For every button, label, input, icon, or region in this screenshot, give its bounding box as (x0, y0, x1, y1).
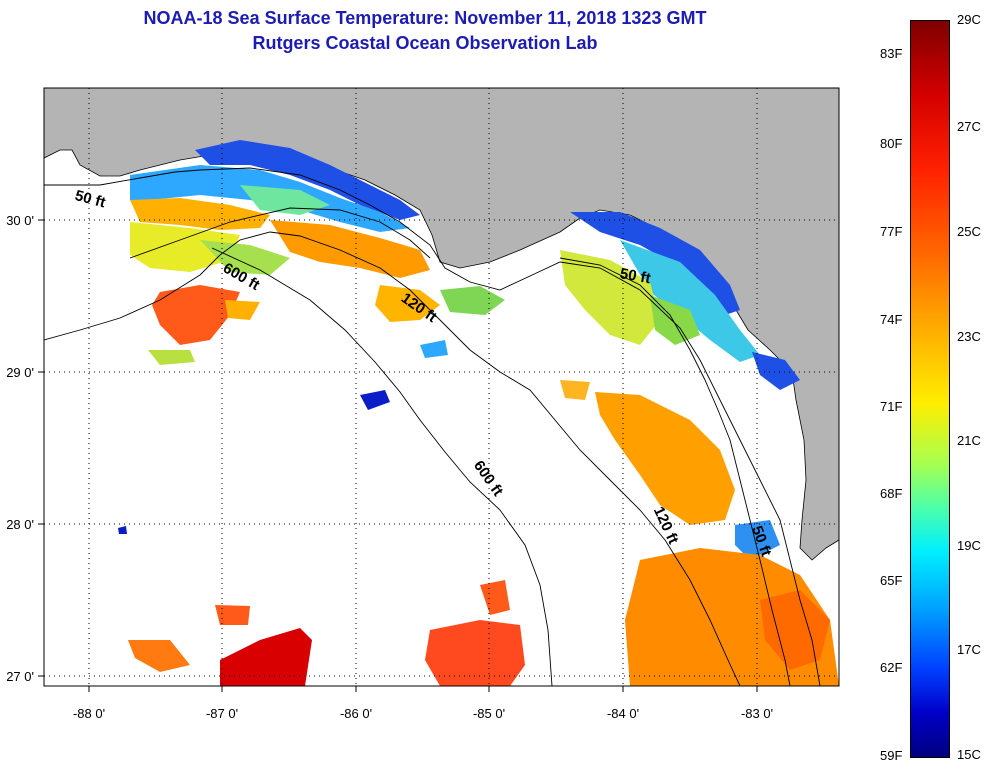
map-title: NOAA-18 Sea Surface Temperature: Novembe… (143, 8, 707, 28)
contour-line (44, 231, 741, 686)
sst-patch (148, 350, 195, 365)
sst-patch (130, 198, 270, 230)
lon-tick-label: -88 0' (73, 706, 105, 721)
sst-patch (735, 520, 780, 560)
sst-patch (360, 390, 390, 410)
sst-patch (420, 340, 448, 358)
colorbar-f-label: 62F (880, 660, 903, 675)
sst-patch (570, 212, 740, 315)
lat-tick-label: 29 0' (6, 365, 34, 380)
lon-tick-label: -84 0' (607, 706, 639, 721)
lon-tick-label: -86 0' (340, 706, 372, 721)
lat-tick-label: 28 0' (6, 517, 34, 532)
sst-patch (620, 240, 760, 362)
lon-tick-label: -87 0' (206, 706, 238, 721)
colorbar-f-label: 74F (880, 312, 903, 327)
sst-patch (128, 640, 190, 672)
lon-tick-label: -83 0' (741, 706, 773, 721)
coastline (44, 167, 821, 686)
colorbar-c-label: 17C (957, 642, 981, 657)
sst-patch (118, 526, 127, 534)
sst-patch (220, 628, 312, 686)
sst-patch (215, 605, 250, 625)
colorbar-f-label: 77F (880, 224, 903, 239)
contour-line (559, 257, 791, 686)
contour-label: 50 ft (619, 265, 652, 287)
colorbar-c-label: 15C (957, 747, 981, 762)
sst-patch (595, 392, 735, 525)
colorbar-c-label: 25C (957, 224, 981, 239)
colorbar-f-label: 59F (880, 748, 903, 763)
sst-patch (225, 300, 260, 320)
sst-patch (130, 222, 240, 272)
sst-patch (760, 590, 830, 670)
contour-line (211, 247, 553, 686)
sst-patch (425, 620, 525, 686)
sst-patch (270, 220, 430, 278)
colorbar-c-label: 21C (957, 433, 981, 448)
sst-patch (375, 285, 440, 322)
colorbar-c-label: 19C (957, 538, 981, 553)
sst-patch (560, 250, 660, 345)
tick-marks (38, 219, 758, 692)
temperature-colorbar (910, 20, 950, 758)
sst-patch (195, 140, 420, 220)
sst-patch (480, 580, 510, 615)
sst-patch (752, 352, 800, 390)
map-frame (43, 87, 840, 687)
map-subtitle: Rutgers Coastal Ocean Observation Lab (252, 33, 598, 53)
colorbar-f-label: 80F (880, 136, 903, 151)
colorbar-c-label: 29C (957, 12, 981, 27)
lat-tick-label: 27 0' (6, 669, 34, 684)
colorbar-f-label: 68F (880, 486, 903, 501)
colorbar-c-label: 27C (957, 119, 981, 134)
sst-patch (152, 285, 240, 345)
lat-tick-label: 30 0' (6, 213, 34, 228)
land-area (44, 88, 839, 561)
contour-line (129, 207, 431, 259)
colorbar-c-label: 23C (957, 329, 981, 344)
colorbar-f-label: 65F (880, 573, 903, 588)
sst-patch (240, 185, 330, 215)
lon-tick-label: -85 0' (473, 706, 505, 721)
sst-patch (560, 380, 590, 400)
colorbar-f-label: 83F (880, 46, 903, 61)
colorbar-f-label: 71F (880, 399, 903, 414)
